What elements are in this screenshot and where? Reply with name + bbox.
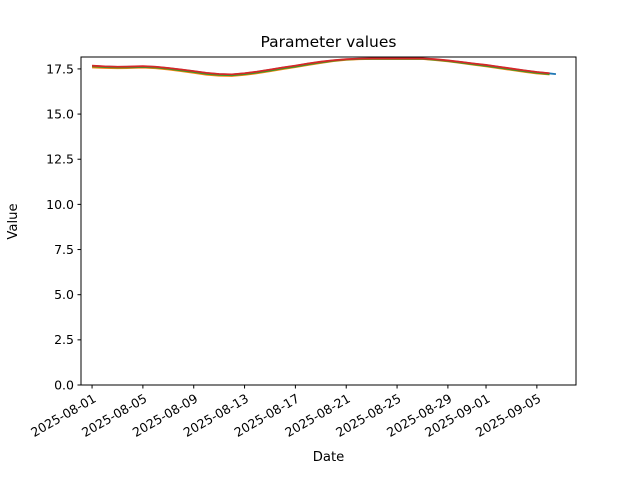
y-tick-label: 0.0: [54, 377, 74, 392]
y-tick-label: 10.0: [46, 197, 74, 212]
y-axis-label: Value: [6, 203, 21, 239]
y-tick-label: 2.5: [54, 332, 74, 347]
y-tick-label: 15.0: [46, 106, 74, 121]
line-series-layer: [92, 57, 557, 77]
chart-title: Parameter values: [261, 33, 397, 51]
y-tick-label: 5.0: [54, 287, 74, 302]
y-tick-label: 17.5: [46, 61, 74, 76]
line-series-parameter-4-red: [92, 57, 550, 76]
axis-ticks: 0.02.55.07.510.012.515.017.52025-08-0120…: [28, 61, 543, 440]
y-tick-label: 7.5: [54, 242, 74, 257]
plot-area-spines: [80, 56, 577, 386]
x-axis-label: Date: [313, 450, 345, 465]
y-tick-label: 12.5: [46, 152, 74, 167]
